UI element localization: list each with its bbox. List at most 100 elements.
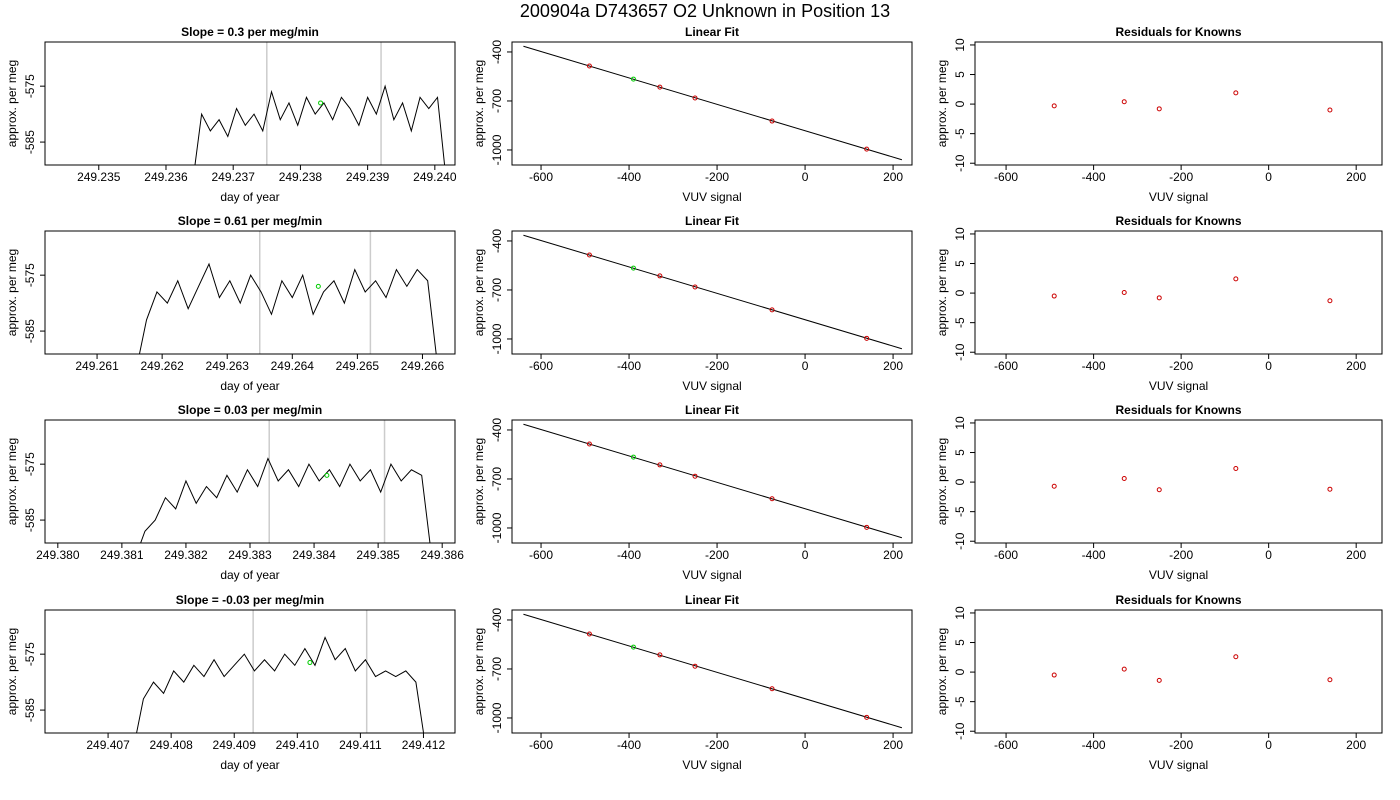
panel-title: Residuals for Knowns [1115,593,1241,607]
data-point [630,454,636,460]
data-point [630,265,636,271]
data-point [1327,486,1333,492]
x-axis-label: VUV signal [1149,379,1208,393]
y-tick-label: 0 [953,100,967,107]
x-tick-label: 249.409 [213,738,257,752]
x-tick-label: 0 [1265,738,1272,752]
y-tick-label: -700 [490,89,504,113]
x-tick-label: 0 [802,359,809,373]
x-tick-label: -600 [529,359,553,373]
figure-title: 200904a D743657 O2 Unknown in Position 1… [520,1,890,21]
x-tick-label: -200 [1169,359,1193,373]
x-axis-label: VUV signal [1149,190,1208,204]
x-tick-label: -200 [705,359,729,373]
panel-title: Linear Fit [685,25,739,39]
x-tick-label: 249.240 [413,170,457,184]
y-tick-label: -5 [953,317,967,328]
panel: Slope = 0.61 per meg/min day of year appro… [5,214,456,393]
x-tick-label: -200 [705,738,729,752]
data-point [769,496,775,502]
data-point [1156,487,1162,493]
x-tick-label: 249.266 [401,359,445,373]
y-tick-label: -1000 [490,702,504,733]
data-line [138,262,437,354]
data-point [1051,672,1057,678]
x-tick-label: 249.235 [77,170,121,184]
x-tick-label: -600 [994,738,1018,752]
x-tick-label: -400 [1082,170,1106,184]
y-tick-label: -10 [953,532,967,550]
data-point [864,146,870,152]
y-tick-label: -585 [23,319,37,343]
y-tick-label: -400 [490,40,504,64]
data-point [692,95,698,101]
data-point [769,307,775,313]
x-axis-label: day of year [220,190,279,204]
data-line [136,636,425,733]
plot-frame [511,419,913,544]
x-axis-label: day of year [220,758,279,772]
x-axis-label: day of year [220,379,279,393]
x-axis-label: VUV signal [682,568,741,582]
x-tick-label: -400 [617,359,641,373]
y-tick-label: -700 [490,278,504,302]
panel-title: Linear Fit [685,214,739,228]
x-tick-label: 249.411 [339,738,382,752]
y-tick-label: -585 [23,130,37,154]
panel-title: Slope = -0.03 per meg/min [176,593,324,607]
x-tick-label: 249.261 [75,359,119,373]
data-point [1156,295,1162,301]
x-tick-label: 200 [883,359,903,373]
data-point [315,283,321,289]
panel-title: Slope = 0.3 per meg/min [181,25,319,39]
plot-frame [44,41,456,166]
y-tick-label: -10 [953,343,967,361]
plot-frame [44,419,456,544]
data-point [1051,293,1057,299]
data-point [1233,465,1239,471]
y-tick-label: -575 [23,74,37,98]
y-tick-label: -5 [953,506,967,517]
panel: Slope = -0.03 per meg/min day of year appr… [5,593,456,772]
plot-frame [974,230,1383,355]
panel: Slope = 0.03 per meg/min day of year appro… [5,403,464,582]
x-tick-label: -200 [705,548,729,562]
panel-title: Residuals for Knowns [1115,403,1241,417]
x-tick-label: 0 [1265,359,1272,373]
y-tick-label: -585 [23,508,37,532]
x-tick-label: 249.237 [212,170,256,184]
y-tick-label: -575 [23,642,37,666]
plot-frame [511,41,913,166]
data-point [1121,99,1127,105]
plot-frame [974,609,1383,734]
y-tick-label: -5 [953,128,967,139]
x-tick-label: 249.263 [206,359,250,373]
x-tick-label: 249.265 [336,359,380,373]
x-tick-label: -400 [617,170,641,184]
data-point [692,473,698,479]
y-tick-label: 10 [953,38,967,52]
data-point [1327,107,1333,113]
data-point [1121,476,1127,482]
y-axis-label: approx. per meg [5,438,19,525]
x-tick-label: 200 [1346,738,1366,752]
x-axis-label: VUV signal [682,758,741,772]
data-point [692,663,698,669]
data-point [630,76,636,82]
data-point [769,686,775,692]
y-axis-label: approx. per meg [5,249,19,336]
data-point [769,118,775,124]
x-tick-label: -600 [994,170,1018,184]
x-tick-label: -200 [1169,738,1193,752]
y-tick-label: 5 [953,71,967,78]
x-tick-label: 249.386 [420,548,464,562]
x-tick-label: -200 [1169,170,1193,184]
y-axis-label: approx. per meg [472,438,486,525]
y-tick-label: 10 [953,416,967,430]
x-tick-label: 0 [1265,170,1272,184]
data-point [1121,290,1127,295]
data-line [523,234,903,350]
x-tick-label: -600 [994,548,1018,562]
panel-title: Slope = 0.61 per meg/min [178,214,322,228]
